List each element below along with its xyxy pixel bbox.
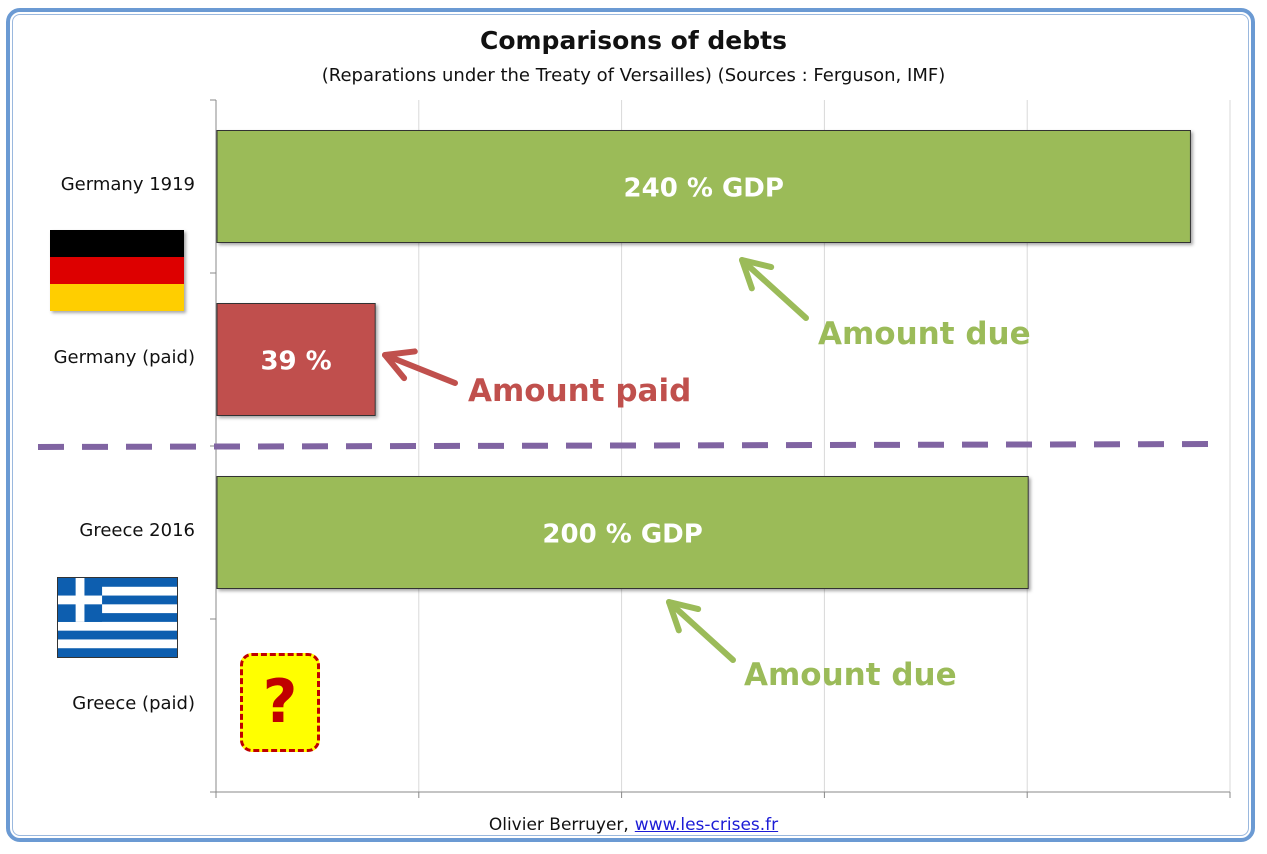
arrow-germany-due-shaft xyxy=(739,257,809,321)
greece-paid-question-mark: ? xyxy=(240,653,320,752)
bar-label-1: 39 % xyxy=(260,347,331,377)
bar-0 xyxy=(216,130,1191,243)
arrow-germany-due-head xyxy=(739,257,775,292)
footer-author: Olivier Berruyer, xyxy=(488,815,629,835)
arrow-greece-due-head xyxy=(666,599,702,634)
inner-frame xyxy=(12,14,1249,836)
bar-label-0: 240 % GDP xyxy=(624,174,784,204)
footer: Olivier Berruyer, www.les-crises.fr xyxy=(0,815,1267,835)
bar-2 xyxy=(216,476,1029,589)
divider-line xyxy=(37,441,1226,450)
arrow-germany-paid-shaft xyxy=(382,352,458,386)
chart-title: Comparisons of debts xyxy=(479,26,787,55)
footer-link[interactable]: www.les-crises.fr xyxy=(634,815,779,835)
bar-1 xyxy=(216,303,376,416)
category-label-greece-paid: Greece (paid) xyxy=(72,693,195,714)
arrow-greece-due-shaft xyxy=(666,599,736,663)
annotation-germany-due: Amount due xyxy=(818,316,1031,352)
annotation-germany-paid: Amount paid xyxy=(468,373,691,409)
arrow-germany-paid-head xyxy=(382,348,418,382)
category-label-greece-2016: Greece 2016 xyxy=(79,520,195,541)
greece-flag-icon xyxy=(57,577,178,658)
outer-frame xyxy=(6,8,1255,842)
category-label-germany-1919: Germany 1919 xyxy=(60,174,195,195)
bar-label-2: 200 % GDP xyxy=(542,520,702,550)
category-label-germany-paid: Germany (paid) xyxy=(53,347,195,368)
chart-subtitle: (Reparations under the Treaty of Versail… xyxy=(321,65,946,86)
annotation-greece-due: Amount due xyxy=(744,657,957,693)
germany-flag-icon xyxy=(50,230,184,311)
